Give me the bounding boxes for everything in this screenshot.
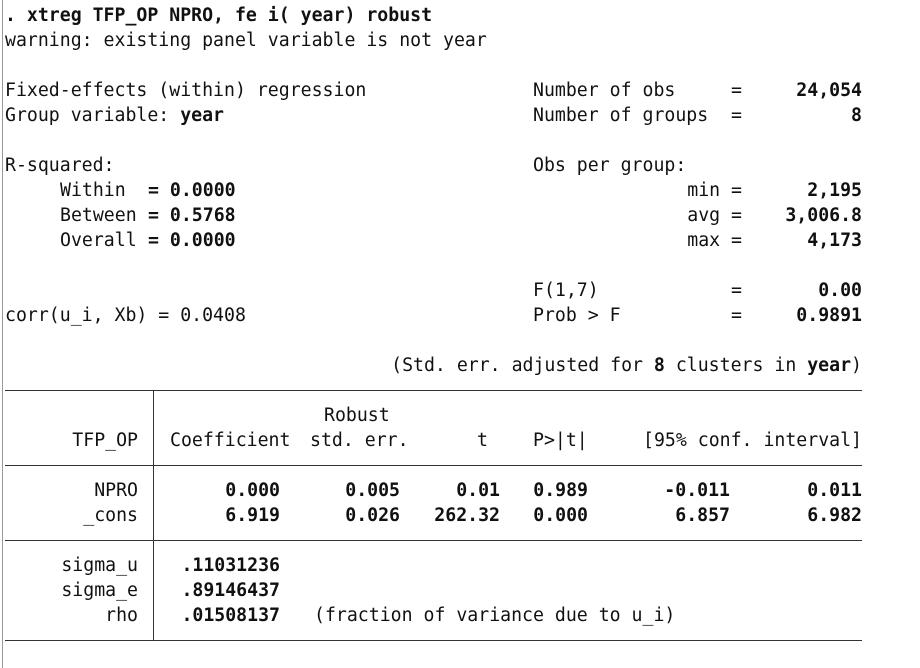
f-label: F(1,7) [533, 280, 599, 301]
within-label: Within [60, 180, 126, 201]
eq-sign: = [731, 305, 742, 326]
nobs-label: Number of obs [533, 80, 676, 101]
std-err: 0.026 [345, 505, 400, 526]
warning-text: warning: existing panel variable is not … [5, 30, 487, 51]
coef: 6.919 [225, 505, 280, 526]
sigma-rule [5, 540, 862, 541]
rsq-label: R-squared: [5, 155, 115, 176]
col-t: t [477, 430, 488, 451]
probf-label: Prob > F [533, 305, 621, 326]
coef: 0.000 [225, 480, 280, 501]
sigma-e-value: .89146437 [181, 580, 280, 601]
cluster-note-pre: (Std. err. adjusted for [391, 355, 654, 376]
group-var: year [180, 105, 225, 126]
col-std-err: std. err. [310, 430, 409, 451]
max-value: 4,173 [807, 230, 862, 251]
table-bottom-rule [5, 640, 862, 641]
eq-sign: = [731, 280, 742, 301]
probf-value: 0.9891 [796, 305, 862, 326]
obs-per-group-label: Obs per group: [533, 155, 687, 176]
table-top-rule [5, 390, 862, 391]
rho-note: (fraction of variance due to u_i) [314, 605, 676, 626]
min-value: 2,195 [807, 180, 862, 201]
overall-value: = 0.0000 [148, 230, 236, 251]
ci-high: 6.982 [807, 505, 862, 526]
cluster-note: (Std. err. adjusted for 8 clusters in ye… [391, 353, 862, 378]
std-err: 0.005 [345, 480, 400, 501]
sigma-u-value: .11031236 [181, 555, 280, 576]
avg-label: avg = [687, 205, 742, 226]
col-depvar: TFP_OP [72, 430, 138, 451]
f-value: 0.00 [818, 280, 862, 301]
sigma-u-label: sigma_u [61, 555, 138, 576]
rho-label: rho [105, 605, 138, 626]
avg-value: 3,006.8 [785, 205, 862, 226]
ci-low: -0.011 [664, 480, 730, 501]
col-p: P>|t| [533, 430, 588, 451]
t-stat: 262.32 [434, 505, 500, 526]
row-name: _cons [83, 505, 138, 526]
ci-high: 0.011 [807, 480, 862, 501]
cluster-note-post: ) [851, 355, 862, 376]
command-line: . xtreg TFP_OP NPRO, fe i( year) robust [5, 5, 433, 26]
cluster-var: year [807, 355, 852, 376]
eq-sign: = [731, 105, 742, 126]
header-rule [5, 465, 862, 466]
col-robust: Robust [324, 405, 390, 426]
window-left-border [2, 0, 3, 668]
ci-low: 6.857 [675, 505, 730, 526]
sigma-e-label: sigma_e [61, 580, 138, 601]
p-value: 0.000 [533, 505, 588, 526]
table-column-divider [153, 390, 154, 640]
row-name: NPRO [94, 480, 138, 501]
group-label: Group variable: [5, 105, 181, 126]
p-value: 0.989 [533, 480, 588, 501]
group-variable: Group variable: year [5, 103, 224, 128]
cluster-count: 8 [653, 355, 665, 376]
within-value: = 0.0000 [148, 180, 236, 201]
corr-text: corr(u_i, Xb) = 0.0408 [5, 305, 246, 326]
between-label: Between [60, 205, 137, 226]
cluster-note-mid: clusters in [664, 355, 808, 376]
nobs-value: 24,054 [796, 80, 862, 101]
ngroups-value: 8 [851, 105, 862, 126]
max-label: max = [687, 230, 742, 251]
t-stat: 0.01 [456, 480, 500, 501]
min-label: min = [687, 180, 742, 201]
between-value: = 0.5768 [148, 205, 236, 226]
col-coefficient: Coefficient [170, 430, 291, 451]
rho-value: .01508137 [181, 605, 280, 626]
overall-label: Overall [60, 230, 137, 251]
model-title: Fixed-effects (within) regression [5, 80, 367, 101]
eq-sign: = [731, 80, 742, 101]
col-ci: [95% conf. interval] [643, 430, 862, 451]
ngroups-label: Number of groups [533, 105, 709, 126]
